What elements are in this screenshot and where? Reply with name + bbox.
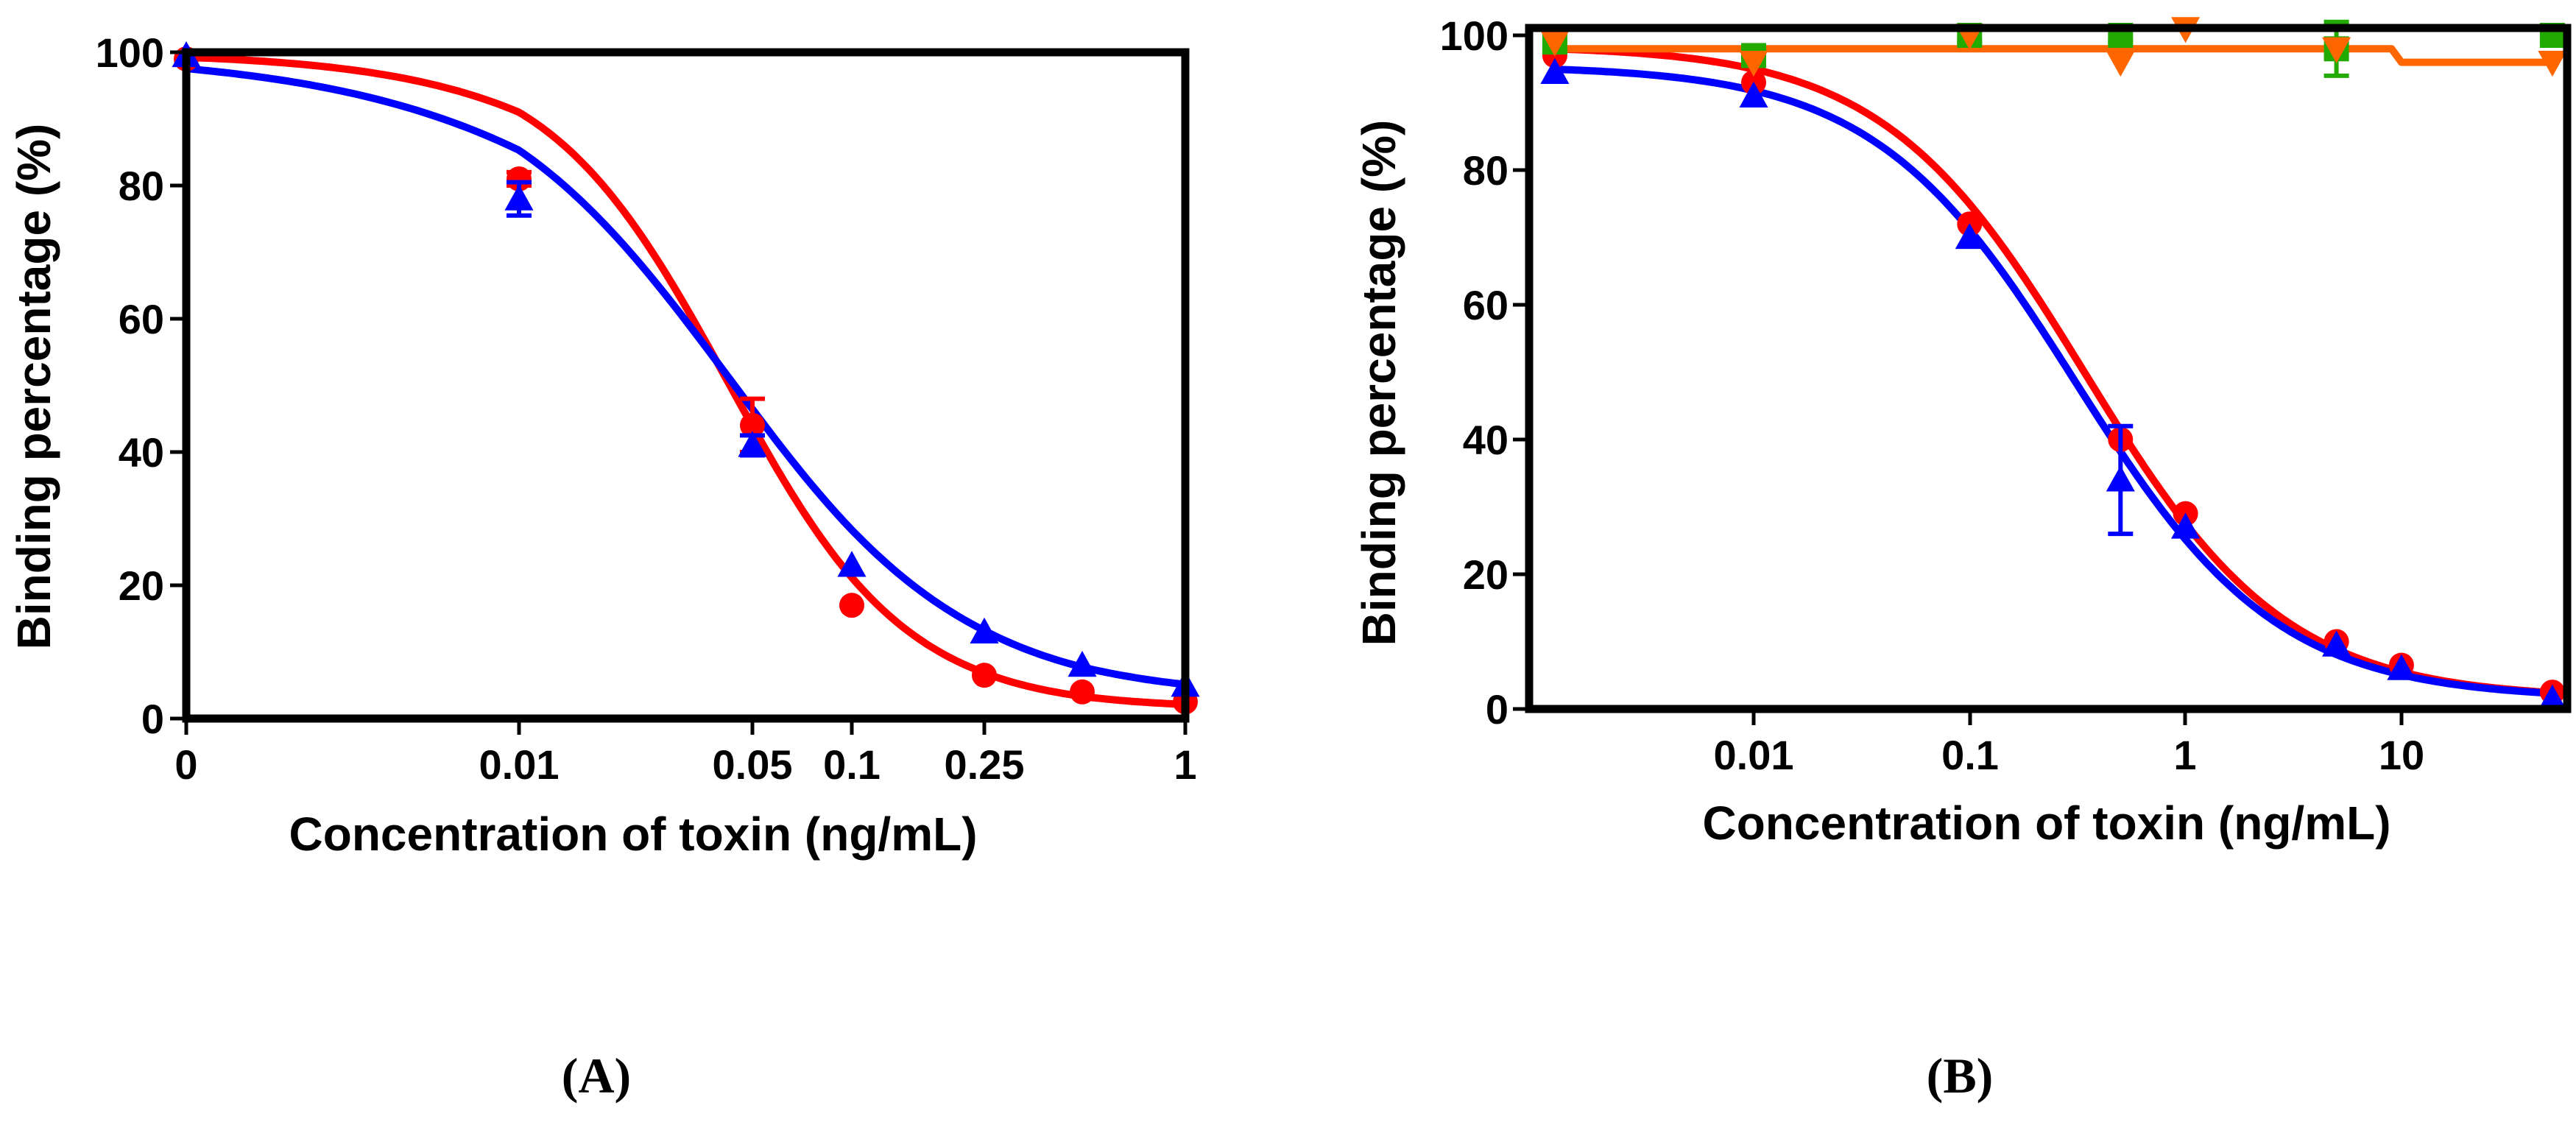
panel-a-y-tick-label: 20 xyxy=(119,562,164,609)
panel-a-red-data-point xyxy=(972,663,997,688)
panel-a-blue-data-point xyxy=(738,431,767,457)
panel-b-blue-data-point xyxy=(1540,57,1570,84)
panel-a-y-tick-label: 80 xyxy=(119,163,164,209)
panel-b-x-tick-label: 0.01 xyxy=(1714,732,1794,778)
panel-b-red-fit-curve xyxy=(1554,45,2553,696)
panel-a-blue-data-point xyxy=(837,551,867,577)
panel-b-orange-line xyxy=(1554,45,2552,66)
panel-b-x-tick-label: 10 xyxy=(2379,732,2424,778)
panel-a-x-tick-label: 0 xyxy=(174,741,197,788)
panel-a-blue-data-point xyxy=(504,184,534,211)
panel-b-curves xyxy=(1554,45,2553,697)
panel-b-y-tick-label: 100 xyxy=(1440,13,1508,59)
panel-a-blue-data-point xyxy=(1068,651,1097,677)
panel-b-x-tick-label: 1 xyxy=(2173,732,2196,778)
panel-b-blue-data-point xyxy=(2171,512,2201,539)
panel-b-blue-data-point xyxy=(1955,222,1984,250)
panel-a-label: (A) xyxy=(562,1048,631,1104)
panel-b-blue-data-point xyxy=(2106,465,2135,492)
panel-a-blue-fit-curve xyxy=(186,65,1186,688)
panel-a-plot-frame xyxy=(182,48,1190,723)
panel-a-curves xyxy=(186,53,1186,708)
panel-a-red-fit-curve xyxy=(186,53,1186,708)
panel-b-label: (B) xyxy=(1927,1048,1994,1104)
panel-b-blue-data-point xyxy=(2538,684,2567,710)
panel-a-red-data-point xyxy=(507,166,532,191)
panel-a-x-tick-label: 0.25 xyxy=(945,741,1025,788)
panel-a-y-tick-label: 40 xyxy=(119,429,164,476)
panel-a-y-axis-title: Binding percentage (%) xyxy=(7,124,60,650)
panel-a-blue-data-point xyxy=(970,617,999,643)
panel-a-y-tick-label: 60 xyxy=(119,296,164,342)
panel-b: 0 20 40 60 80 100 0.01 0.1 1 10 Concentr… xyxy=(1352,13,2572,1104)
panel-a-red-data-point xyxy=(839,593,864,618)
panel-b-y-tick-label: 0 xyxy=(1486,686,1508,733)
panel-b-orange-data-point xyxy=(1540,30,1570,57)
panel-a-y-tick-marks xyxy=(170,50,186,721)
panel-b-y-tick-label: 40 xyxy=(1463,417,1508,463)
panel-b-y-axis-title: Binding percentage (%) xyxy=(1352,120,1405,646)
panel-b-y-tick-label: 80 xyxy=(1463,147,1508,194)
panel-a-x-tick-marks xyxy=(184,719,1188,735)
panel-a: 0 20 40 60 80 100 0 0.01 0.05 0.1 0.25 1… xyxy=(7,29,1200,1104)
panel-a-x-tick-label: 0.05 xyxy=(713,741,793,788)
panel-b-orange-data-point xyxy=(2538,50,2567,77)
panel-b-orange-data-point xyxy=(2106,50,2135,77)
panel-a-x-tick-label: 0.01 xyxy=(479,741,560,788)
panel-b-y-tick-label: 60 xyxy=(1463,282,1508,328)
panel-a-points xyxy=(172,40,1200,715)
panel-b-plot-frame xyxy=(1525,24,2572,713)
panel-a-red-data-point xyxy=(1070,679,1095,705)
panel-b-orange-data-point xyxy=(1739,50,1768,77)
panel-b-blue-data-point xyxy=(1739,81,1768,107)
panel-b-x-axis-title: Concentration of toxin (ng/mL) xyxy=(1703,797,2391,850)
panel-b-x-tick-marks xyxy=(1751,709,2404,725)
panel-a-y-tick-label: 0 xyxy=(141,696,164,742)
panel-b-blue-data-point xyxy=(2322,630,2351,657)
panel-b-y-tick-marks xyxy=(1513,33,1529,711)
panel-b-y-tick-label: 20 xyxy=(1463,551,1508,598)
panel-b-x-tick-label: 0.1 xyxy=(1941,732,1999,778)
panel-b-points xyxy=(1540,17,2567,710)
panel-b-blue-fit-curve xyxy=(1554,66,2553,697)
panel-b-orange-data-point xyxy=(2322,37,2351,63)
panel-a-x-axis-title: Concentration of toxin (ng/mL) xyxy=(289,808,978,861)
panel-b-blue-data-point xyxy=(2387,654,2416,680)
panel-a-red-data-point xyxy=(740,412,765,438)
panel-a-y-tick-label: 100 xyxy=(96,29,164,76)
panel-a-x-tick-label: 0.1 xyxy=(823,741,881,788)
panel-a-x-tick-label: 1 xyxy=(1174,741,1196,788)
